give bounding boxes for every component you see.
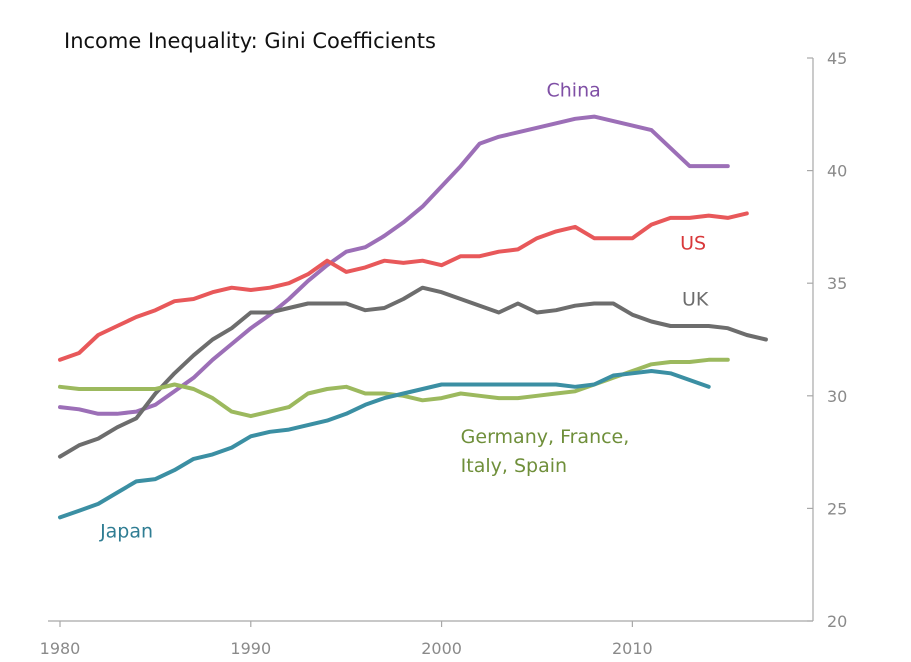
y-tick-label: 40	[827, 162, 847, 181]
y-tick-label: 25	[827, 499, 847, 518]
axes: 20 25 30 35 40 45 1980 1990 2000 2010	[40, 49, 848, 658]
x-tick-label: 2000	[421, 639, 462, 658]
series-lines	[58, 114, 768, 520]
series-label-germany-france-italy-spain: Germany, France,	[461, 426, 630, 448]
series-line-uk	[58, 285, 768, 459]
series-line-germany-france-italy-spain	[58, 357, 730, 419]
chart-title: Income Inequality: Gini Coefficients	[64, 29, 436, 53]
series-labels: China US UK Germany, France, Italy, Spain Jap…	[99, 79, 709, 542]
x-tick-label: 1990	[230, 639, 271, 658]
series-label-germany-france-italy-spain-line2: Italy, Spain	[461, 455, 567, 477]
series-line-china	[58, 114, 730, 416]
x-tick-label: 2010	[612, 639, 653, 658]
y-tick-label: 30	[827, 387, 847, 406]
y-tick-label: 45	[827, 49, 847, 68]
y-tick-label: 20	[827, 612, 847, 631]
series-label-japan: Japan	[99, 521, 153, 543]
series-line-us	[58, 211, 749, 362]
series-label-uk: UK	[682, 289, 709, 311]
series-label-china: China	[547, 79, 601, 101]
x-tick-label: 1980	[40, 639, 81, 658]
y-tick-label: 35	[827, 274, 847, 293]
series-label-us: US	[680, 232, 706, 254]
series-line-japan	[58, 369, 711, 520]
